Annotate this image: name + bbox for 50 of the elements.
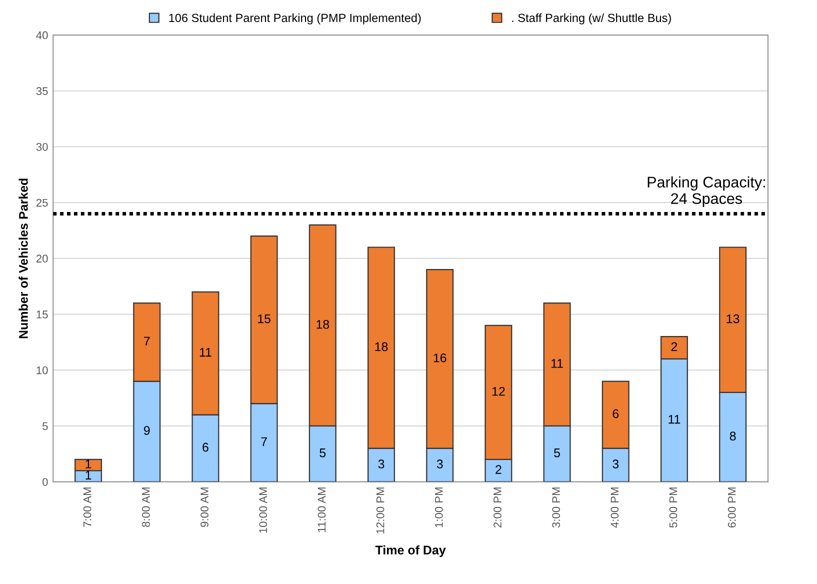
x-axis-title: Time of Day <box>375 545 446 557</box>
data-label: 5 <box>554 448 560 458</box>
data-label: 7 <box>261 437 267 446</box>
data-label: 15 <box>258 314 270 324</box>
legend-label: 106 Student Parent Parking (PMP Implemented) <box>169 13 421 24</box>
x-tick-label: 6:00 PM <box>728 488 736 528</box>
y-tick-label: 30 <box>36 142 48 151</box>
data-label: 5 <box>320 448 326 458</box>
y-tick-label: 35 <box>36 87 48 96</box>
data-label: 8 <box>730 432 736 440</box>
data-label: 3 <box>378 460 384 468</box>
x-tick-label: 1:00 PM <box>434 488 443 528</box>
y-tick-label: 0 <box>42 478 48 486</box>
data-label: 2 <box>671 342 678 352</box>
y-tick-label: 20 <box>36 254 48 263</box>
data-label: 3 <box>612 460 619 468</box>
data-label: 3 <box>436 460 443 468</box>
y-axis-title: Number of Vehicles Parked <box>18 178 28 338</box>
data-label: 18 <box>375 342 388 352</box>
ref-line-label: Parking Capacity: 24 Spaces <box>648 176 765 208</box>
y-tick-label: 25 <box>36 198 48 207</box>
data-label: 11 <box>668 415 680 424</box>
data-label: 18 <box>316 320 330 329</box>
x-tick-label: 7:00 AM <box>83 488 92 527</box>
x-tick-label: 3:00 PM <box>552 488 560 528</box>
data-label: 11 <box>200 348 212 357</box>
y-tick-label: 40 <box>36 31 48 40</box>
data-label: 11 <box>551 359 563 368</box>
data-label: 1 <box>86 470 92 480</box>
data-label: 6 <box>202 442 208 452</box>
y-tick-label: 15 <box>36 310 48 318</box>
data-label: 2 <box>496 465 502 474</box>
x-tick-label: 9:00 AM <box>200 488 208 527</box>
x-tick-label: 5:00 PM <box>669 488 678 528</box>
data-label: 16 <box>434 353 446 362</box>
y-tick-label: 5 <box>42 422 48 430</box>
data-label: 6 <box>612 409 619 418</box>
data-label: 1 <box>86 460 92 468</box>
x-tick-label: 4:00 PM <box>610 488 619 528</box>
x-tick-label: 8:00 AM <box>142 488 150 527</box>
y-tick-label: 10 <box>36 366 48 374</box>
data-label: 13 <box>726 314 740 324</box>
x-tick-label: 11:00 AM <box>318 488 326 532</box>
x-tick-label: 2:00 PM <box>494 488 502 528</box>
data-label: 9 <box>144 426 150 435</box>
data-label: 12 <box>492 386 505 396</box>
x-tick-label: 12:00 PM <box>376 488 384 534</box>
x-tick-label: 10:00 AM <box>259 488 268 533</box>
data-label: 7 <box>144 336 150 346</box>
legend-label: . Staff Parking (w/ Shuttle Bus) <box>512 13 671 24</box>
